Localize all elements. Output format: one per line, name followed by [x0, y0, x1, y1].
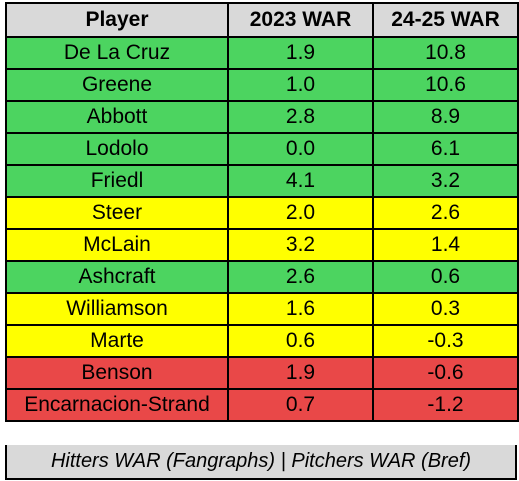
- war-24-25-cell: 2.6: [372, 196, 519, 230]
- table-row: Benson 1.9 -0.6: [5, 356, 519, 390]
- table-row: Encarnacion-Strand 0.7 -1.2: [5, 388, 519, 422]
- war-24-25-cell: -0.3: [372, 324, 519, 358]
- player-name-cell: Williamson: [5, 292, 229, 326]
- war-2023-cell: 2.8: [227, 100, 374, 134]
- player-name-cell: Greene: [5, 68, 229, 102]
- table-row: Abbott 2.8 8.9: [5, 100, 519, 134]
- war-24-25-cell: 0.3: [372, 292, 519, 326]
- table-footnote: Hitters WAR (Fangraphs) | Pitchers WAR (…: [5, 445, 517, 480]
- table-row: Lodolo 0.0 6.1: [5, 132, 519, 166]
- player-name-cell: Abbott: [5, 100, 229, 134]
- war-2023-cell: 0.6: [227, 324, 374, 358]
- war-2023-cell: 1.9: [227, 36, 374, 70]
- column-header-24-25-war: 24-25 WAR: [372, 2, 519, 38]
- war-24-25-cell: -0.6: [372, 356, 519, 390]
- war-24-25-cell: 10.8: [372, 36, 519, 70]
- war-2023-cell: 3.2: [227, 228, 374, 262]
- table-header-row: Player 2023 WAR 24-25 WAR: [5, 2, 519, 38]
- war-24-25-cell: 10.6: [372, 68, 519, 102]
- war-24-25-cell: 3.2: [372, 164, 519, 198]
- war-2023-cell: 0.0: [227, 132, 374, 166]
- player-name-cell: Friedl: [5, 164, 229, 198]
- column-header-2023-war: 2023 WAR: [227, 2, 374, 38]
- war-2023-cell: 1.0: [227, 68, 374, 102]
- column-header-player: Player: [5, 2, 229, 38]
- war-24-25-cell: -1.2: [372, 388, 519, 422]
- player-name-cell: Ashcraft: [5, 260, 229, 294]
- table-row: McLain 3.2 1.4: [5, 228, 519, 262]
- player-name-cell: Steer: [5, 196, 229, 230]
- player-name-cell: Lodolo: [5, 132, 229, 166]
- war-2023-cell: 1.6: [227, 292, 374, 326]
- war-2023-cell: 2.6: [227, 260, 374, 294]
- war-24-25-cell: 8.9: [372, 100, 519, 134]
- war-2023-cell: 4.1: [227, 164, 374, 198]
- table-body: De La Cruz 1.9 10.8 Greene 1.0 10.6 Abbott 2.8 8…: [5, 36, 519, 422]
- war-24-25-cell: 1.4: [372, 228, 519, 262]
- table-row: Williamson 1.6 0.3: [5, 292, 519, 326]
- war-table: Player 2023 WAR 24-25 WAR De La Cruz 1.9 1…: [5, 2, 519, 422]
- player-name-cell: Benson: [5, 356, 229, 390]
- table-row: Steer 2.0 2.6: [5, 196, 519, 230]
- table-row: Friedl 4.1 3.2: [5, 164, 519, 198]
- table-row: Greene 1.0 10.6: [5, 68, 519, 102]
- war-2023-cell: 1.9: [227, 356, 374, 390]
- war-24-25-cell: 6.1: [372, 132, 519, 166]
- war-24-25-cell: 0.6: [372, 260, 519, 294]
- player-name-cell: Marte: [5, 324, 229, 358]
- player-name-cell: Encarnacion-Strand: [5, 388, 229, 422]
- player-name-cell: De La Cruz: [5, 36, 229, 70]
- war-2023-cell: 0.7: [227, 388, 374, 422]
- table-row: De La Cruz 1.9 10.8: [5, 36, 519, 70]
- war-2023-cell: 2.0: [227, 196, 374, 230]
- table-row: Ashcraft 2.6 0.6: [5, 260, 519, 294]
- table-row: Marte 0.6 -0.3: [5, 324, 519, 358]
- player-name-cell: McLain: [5, 228, 229, 262]
